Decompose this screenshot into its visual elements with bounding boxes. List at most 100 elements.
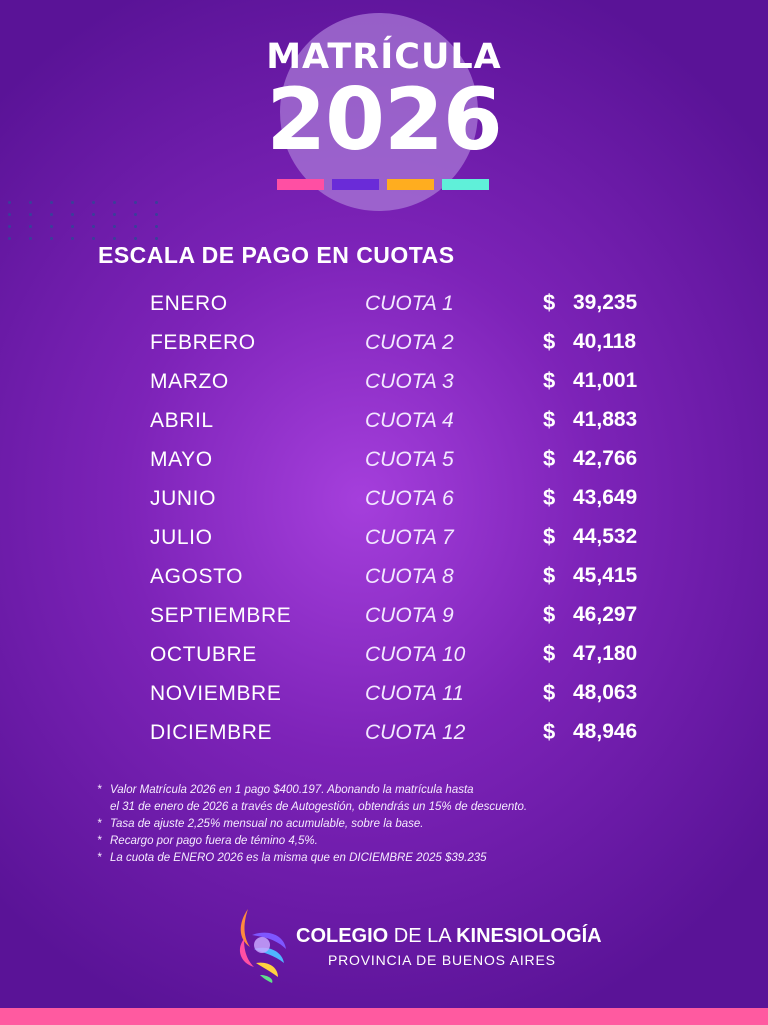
footnote: * Tasa de ajuste 2,25% mensual no acumula… bbox=[97, 818, 424, 830]
table-row: OCTUBRE CUOTA 10 $47,180 bbox=[0, 636, 768, 675]
organization-name: COLEGIO DE LA KINESIOLOGÍA bbox=[296, 925, 602, 947]
decorative-dot bbox=[8, 201, 11, 204]
decorative-dot bbox=[71, 225, 74, 228]
month-label: ABRIL bbox=[150, 409, 214, 432]
currency-symbol: $ bbox=[543, 719, 556, 744]
section-title: ESCALA DE PAGO EN CUOTAS bbox=[98, 242, 455, 268]
month-label: OCTUBRE bbox=[150, 643, 257, 666]
month-label: DICIEMBRE bbox=[150, 721, 273, 744]
decorative-dot bbox=[155, 237, 158, 240]
decorative-dot bbox=[8, 225, 11, 228]
month-label: MARZO bbox=[150, 370, 229, 393]
organization-logo: COLEGIO DE LA KINESIOLOGÍA PROVINCIA DE … bbox=[234, 905, 602, 985]
table-row: DICIEMBRE CUOTA 12 $48,946 bbox=[0, 714, 768, 753]
month-label: NOVIEMBRE bbox=[150, 682, 282, 705]
color-bar-pink bbox=[277, 179, 324, 190]
decorative-dot bbox=[113, 225, 116, 228]
currency-symbol: $ bbox=[543, 563, 556, 588]
bottom-accent-bar bbox=[0, 1008, 768, 1025]
amount-value: 45,415 bbox=[573, 564, 638, 587]
color-bar-orange bbox=[387, 179, 434, 190]
table-row: ABRIL CUOTA 4 $41,883 bbox=[0, 402, 768, 441]
footnote-continuation: el 31 de enero de 2026 a través de Autog… bbox=[110, 801, 528, 813]
decorative-dot bbox=[113, 237, 116, 240]
table-row: MAYO CUOTA 5 $42,766 bbox=[0, 441, 768, 480]
decorative-dot bbox=[29, 225, 32, 228]
decorative-dot bbox=[155, 213, 158, 216]
footnote: * Valor Matrícula 2026 en 1 pago $400.197… bbox=[97, 784, 474, 796]
currency-symbol: $ bbox=[543, 524, 556, 549]
table-row: SEPTIEMBRE CUOTA 9 $46,297 bbox=[0, 597, 768, 636]
amount-value: 48,063 bbox=[573, 681, 638, 704]
decorative-dots bbox=[8, 201, 176, 240]
installment-label: CUOTA 11 bbox=[365, 682, 464, 705]
decorative-dot bbox=[29, 213, 32, 216]
month-label: MAYO bbox=[150, 448, 213, 471]
amount-value: 40,118 bbox=[573, 330, 637, 353]
table-row: MARZO CUOTA 3 $41,001 bbox=[0, 363, 768, 402]
installment-label: CUOTA 1 bbox=[365, 292, 454, 315]
table-row: JUNIO CUOTA 6 $43,649 bbox=[0, 480, 768, 519]
table-row: ENERO CUOTA 1 $39,235 bbox=[0, 285, 768, 324]
decorative-dot bbox=[134, 213, 137, 216]
amount-value: 41,001 bbox=[573, 369, 638, 392]
decorative-dot bbox=[29, 237, 32, 240]
installment-label: CUOTA 5 bbox=[365, 448, 454, 471]
amount-value: 43,649 bbox=[573, 486, 638, 509]
currency-symbol: $ bbox=[543, 680, 556, 705]
installment-label: CUOTA 2 bbox=[365, 331, 454, 354]
installment-label: CUOTA 12 bbox=[365, 721, 466, 744]
kinesiology-swirl-logo-icon bbox=[239, 909, 286, 983]
installment-label: CUOTA 7 bbox=[365, 526, 454, 549]
amount-value: 46,297 bbox=[573, 603, 638, 626]
installment-label: CUOTA 8 bbox=[365, 565, 454, 588]
currency-symbol: $ bbox=[543, 446, 556, 471]
amount-value: 44,532 bbox=[573, 525, 638, 548]
color-bar-purple bbox=[332, 179, 379, 190]
header-circle bbox=[280, 13, 478, 211]
month-label: SEPTIEMBRE bbox=[150, 604, 292, 627]
decorative-dot bbox=[50, 225, 53, 228]
currency-symbol: $ bbox=[543, 407, 556, 432]
decorative-dot bbox=[92, 201, 95, 204]
decorative-dot bbox=[50, 237, 53, 240]
month-label: AGOSTO bbox=[150, 565, 244, 588]
installment-label: CUOTA 3 bbox=[365, 370, 454, 393]
decorative-dot bbox=[155, 201, 158, 204]
page-title: MATRÍCULA bbox=[266, 37, 502, 77]
table-row: FEBRERO CUOTA 2 $40,118 bbox=[0, 324, 768, 363]
decorative-dot bbox=[113, 213, 116, 216]
decorative-dot bbox=[29, 201, 32, 204]
amount-value: 48,946 bbox=[573, 720, 638, 743]
decorative-dot bbox=[134, 201, 137, 204]
installment-label: CUOTA 10 bbox=[365, 643, 466, 666]
installment-label: CUOTA 6 bbox=[365, 487, 454, 510]
color-bars bbox=[277, 179, 489, 190]
decorative-dot bbox=[50, 213, 53, 216]
table-row: NOVIEMBRE CUOTA 11 $48,063 bbox=[0, 675, 768, 714]
currency-symbol: $ bbox=[543, 329, 556, 354]
month-label: JULIO bbox=[150, 526, 213, 549]
footnotes: * Valor Matrícula 2026 en 1 pago $400.197… bbox=[97, 782, 657, 867]
decorative-dot bbox=[8, 213, 11, 216]
decorative-dot bbox=[92, 237, 95, 240]
decorative-dot bbox=[134, 225, 137, 228]
decorative-dot bbox=[92, 213, 95, 216]
currency-symbol: $ bbox=[543, 602, 556, 627]
decorative-dot bbox=[71, 201, 74, 204]
installment-label: CUOTA 9 bbox=[365, 604, 454, 627]
amount-value: 39,235 bbox=[573, 291, 638, 314]
amount-value: 42,766 bbox=[573, 447, 638, 470]
page-year: 2026 bbox=[266, 70, 502, 170]
currency-symbol: $ bbox=[543, 485, 556, 510]
footnote: * Recargo por pago fuera de témino 4,5%. bbox=[97, 835, 318, 847]
currency-symbol: $ bbox=[543, 368, 556, 393]
organization-subtitle: PROVINCIA DE BUENOS AIRES bbox=[328, 952, 556, 968]
table-row: AGOSTO CUOTA 8 $45,415 bbox=[0, 558, 768, 597]
month-label: JUNIO bbox=[150, 487, 216, 510]
footnote: * La cuota de ENERO 2026 es la misma que … bbox=[97, 852, 487, 864]
amount-value: 47,180 bbox=[573, 642, 638, 665]
installment-label: CUOTA 4 bbox=[365, 409, 454, 432]
currency-symbol: $ bbox=[543, 290, 556, 315]
decorative-dot bbox=[8, 237, 11, 240]
